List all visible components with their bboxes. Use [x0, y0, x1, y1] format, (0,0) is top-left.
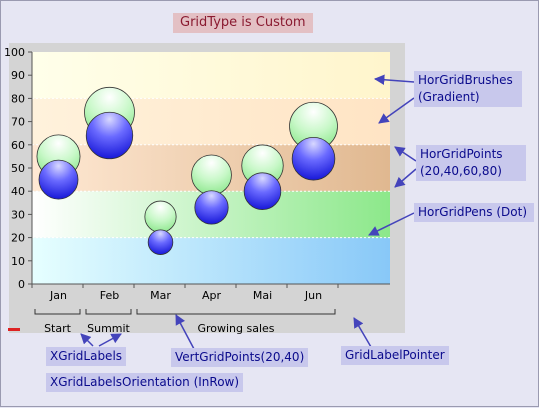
callout-x-grid-labels-orientation-title: XGridLabelsOrientation (InRow)	[50, 375, 240, 389]
group-label-0: Start	[44, 322, 72, 335]
bubble-s1-feb	[85, 111, 134, 160]
y-tick-label-80: 80	[11, 92, 25, 105]
y-tick-label-50: 50	[11, 162, 25, 175]
callout-x-grid-labels: XGridLabels	[46, 347, 127, 366]
arrow-hor-grid-points-b	[394, 168, 417, 188]
group-label-2: Growing sales	[197, 322, 274, 335]
arrow-x-grid-labels-b	[98, 333, 122, 347]
callout-grid-label-pointer: GridLabelPointer	[341, 346, 449, 365]
bubble-s1-mar	[147, 229, 174, 255]
x-axis-ticks: Jan Feb Mar Apr Mai Jun	[31, 284, 339, 302]
arrow-vert-grid-points	[175, 314, 195, 350]
arrow-x-grid-labels-a	[80, 333, 94, 347]
y-tick-label-30: 30	[11, 208, 25, 221]
y-tick-label-70: 70	[11, 116, 25, 129]
callout-hor-grid-points-title: HorGridPoints	[420, 147, 503, 161]
x-tick-label-apr: Apr	[202, 289, 222, 302]
x-tick-label-mar: Mar	[150, 289, 171, 302]
callout-vert-grid-points-title: VertGridPoints(20,40)	[175, 350, 305, 364]
callout-x-grid-labels-orientation: XGridLabelsOrientation (InRow)	[46, 373, 244, 392]
group-bracket-1	[85, 309, 132, 315]
x-tick-label-jun: Jun	[304, 289, 322, 302]
y-tick-label-100: 100	[4, 46, 25, 59]
y-tick-label-60: 60	[11, 139, 25, 152]
y-tick-label-10: 10	[11, 255, 25, 268]
callout-hor-grid-brushes-sub: (Gradient)	[418, 90, 480, 104]
bubble-s1-jun	[291, 136, 336, 181]
y-tick-label-20: 20	[11, 232, 25, 245]
callout-x-grid-labels-title: XGridLabels	[50, 349, 123, 363]
grid-band-4	[32, 52, 390, 99]
chart-title: GridType is Custom	[173, 13, 313, 33]
group-label-1: Summit	[87, 322, 130, 335]
callout-hor-grid-points-values: (20,40,60,80)	[420, 164, 502, 178]
arrow-hor-grid-pens	[368, 212, 415, 236]
y-tick-label-0: 0	[18, 278, 25, 291]
callout-vert-grid-points: VertGridPoints(20,40)	[171, 348, 309, 367]
callout-hor-grid-pens-title: HorGridPens (Dot)	[418, 205, 527, 219]
x-tick-label-feb: Feb	[100, 289, 119, 302]
callout-hor-grid-brushes-title: HorGridBrushes	[418, 73, 513, 87]
bubble-s1-mai	[243, 172, 282, 210]
callout-hor-grid-pens: HorGridPens (Dot)	[414, 203, 534, 222]
bubbles	[36, 86, 338, 255]
y-axis-ticks: 0 10 20 30 40 50 60 70 80 90 100	[4, 46, 32, 291]
group-bracket-0	[34, 309, 81, 315]
callout-grid-label-pointer-title: GridLabelPointer	[345, 348, 445, 362]
arrow-grid-label-pointer	[353, 317, 372, 348]
bubble-s1-apr	[194, 190, 229, 225]
arrow-gradient	[378, 97, 415, 124]
x-tick-label-jan: Jan	[49, 289, 67, 302]
callout-hor-grid-points: HorGridPoints (20,40,60,80)	[416, 145, 526, 181]
bubble-s0-apr	[191, 154, 232, 196]
x-grid-label-groups: Start Summit Growing sales	[34, 309, 336, 335]
red-marker	[8, 328, 20, 331]
bubble-s1-jan	[38, 159, 79, 200]
group-bracket-2	[136, 309, 336, 315]
callout-hor-grid-brushes: HorGridBrushes (Gradient)	[414, 71, 522, 107]
y-tick-label-40: 40	[11, 185, 25, 198]
bubble-s0-mar	[144, 200, 177, 233]
y-tick-label-90: 90	[11, 69, 25, 82]
arrow-hor-grid-points-a	[394, 146, 417, 162]
arrow-hor-grid-brushes	[373, 74, 415, 85]
x-tick-label-mai: Mai	[253, 289, 272, 302]
grid-band-0	[32, 237, 390, 284]
